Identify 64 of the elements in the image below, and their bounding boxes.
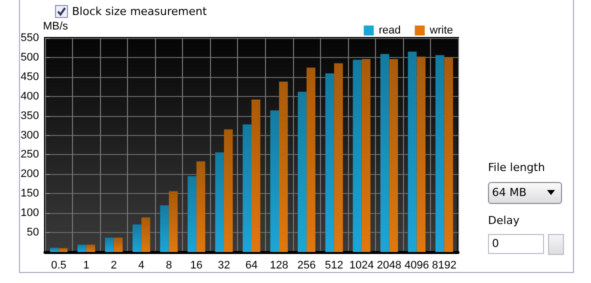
- x-tick-label: 4: [138, 260, 144, 272]
- bar: [352, 60, 362, 252]
- x-tick-label: 32: [218, 260, 230, 272]
- bar: [334, 63, 343, 252]
- legend-label: read: [378, 24, 401, 36]
- y-tick-label: 250: [20, 148, 39, 161]
- bar: [132, 224, 142, 252]
- text: Delay: [488, 214, 520, 227]
- x-tick-label: 64: [245, 260, 258, 272]
- text: File length: [488, 161, 545, 174]
- text-field: 0: [488, 234, 544, 254]
- y-tick-label: 550: [20, 32, 39, 44]
- bar: [444, 58, 454, 252]
- y-tick-label: 350: [20, 110, 39, 122]
- y-tick-label: 450: [20, 70, 39, 83]
- bar: [215, 152, 224, 252]
- bar: [196, 161, 206, 252]
- dropdown-field: 64 MB: [488, 182, 562, 204]
- bar: [58, 248, 68, 252]
- bar: [362, 59, 370, 252]
- y-tick-label: 100: [20, 207, 39, 220]
- y-tick-label: 400: [20, 90, 39, 102]
- bar: [408, 52, 417, 252]
- x-tick-label: 4096: [404, 260, 429, 272]
- x-tick-label: 1024: [349, 260, 374, 272]
- y-tick-label: 150: [20, 188, 39, 200]
- legend-label: write: [428, 24, 454, 36]
- bar: [389, 59, 398, 252]
- text: Block size measurement: [72, 5, 207, 18]
- y-tick-label: 500: [20, 51, 39, 64]
- bar: [141, 217, 150, 252]
- bar: [298, 92, 307, 252]
- bar: [114, 238, 123, 252]
- bar: [380, 54, 390, 252]
- x-tick-label: 2: [110, 260, 117, 272]
- bar: [270, 110, 280, 252]
- x-tick-label: 2048: [376, 260, 402, 272]
- x-tick-label: 128: [270, 260, 288, 272]
- bar: [86, 244, 96, 252]
- x-tick-label: 512: [324, 260, 344, 272]
- y-axis-title: MB/s: [43, 20, 69, 32]
- bar: [77, 244, 86, 252]
- bar: [168, 191, 178, 252]
- bar: [325, 73, 334, 252]
- bar: [242, 124, 252, 252]
- x-tick-label: 0.5: [51, 260, 66, 272]
- y-tick-label: 50: [26, 226, 39, 239]
- y-tick-label: 300: [20, 129, 39, 142]
- x-tick-label: 1: [83, 260, 90, 272]
- x-tick-label: 8: [166, 260, 172, 272]
- bar: [279, 82, 288, 252]
- bar: [435, 55, 444, 252]
- x-tick-label: 8192: [432, 260, 456, 272]
- x-tick-label: 256: [297, 260, 316, 272]
- bar: [252, 99, 260, 252]
- bar: [160, 205, 169, 252]
- y-tick-label: 200: [20, 168, 39, 180]
- bar: [224, 129, 233, 252]
- bar: [306, 68, 316, 252]
- bar: [105, 238, 114, 252]
- bar: [50, 248, 59, 252]
- x-tick-label: 16: [190, 260, 203, 272]
- bar: [188, 176, 196, 252]
- bar: [416, 56, 426, 252]
